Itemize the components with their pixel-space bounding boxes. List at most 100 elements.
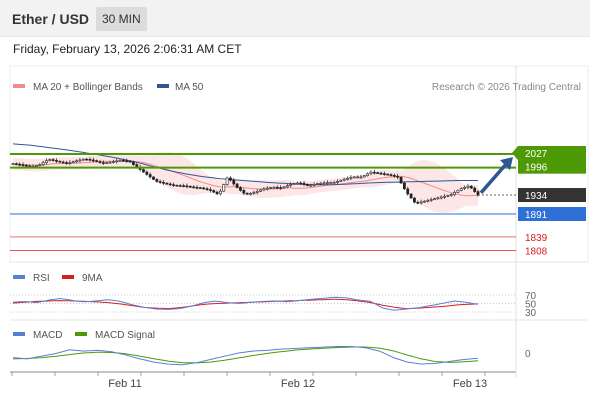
candle-body [352,176,356,179]
candle-body [65,162,68,164]
candle-body [312,183,316,186]
candle-body [101,162,105,164]
candle-body [51,159,55,161]
candle-body [71,161,75,163]
legend-ma20: MA 20 + Bollinger Bands [33,82,143,93]
candle-body [108,161,112,164]
candle-body [429,199,433,201]
candle-body [38,164,42,166]
candle-body [316,183,319,185]
candle-body [192,186,196,189]
candle-body [45,160,48,163]
candle-body [423,200,426,203]
legend-ma50: MA 50 [175,82,204,93]
candle-body [336,181,339,183]
candle-body [85,158,88,161]
candle-body [275,186,279,189]
candle-body [88,158,92,161]
candle-body [292,183,296,185]
candle-body [158,181,162,183]
candle-body [369,171,373,175]
candle-body [459,188,463,191]
candle-body [11,163,15,166]
candle-body [456,189,460,193]
candle-body [18,163,22,166]
candle-body [24,164,28,167]
candle-body [132,161,135,165]
candle-body [416,201,420,204]
candle-body [172,184,175,186]
rsi-ma-line [12,298,479,310]
candle-body [272,186,276,189]
level-label-1808: 1808 [525,247,548,258]
candle-body [98,161,102,163]
candle-body [439,196,443,199]
interval-badge[interactable]: 30 MIN [96,7,147,31]
macd-tick-0: 0 [525,349,531,360]
candle-body [232,179,236,185]
candle-body [91,159,95,162]
candle-body [142,169,145,173]
candle-body [219,190,222,195]
candle-body [392,175,396,177]
macd-signal-line [12,346,479,364]
legend-macd-signal: MACD Signal [95,330,155,341]
candle-body [473,187,477,192]
candle-body [376,172,380,174]
candle-body [165,182,169,185]
candle-body [426,200,430,202]
candle-body [366,173,370,176]
candle-body [386,173,390,176]
candle-body [41,162,45,165]
candle-body [356,176,359,179]
x-axis: Feb 11 Feb 12 Feb 13 [11,372,487,390]
x-tick-label: Feb 12 [281,378,315,390]
candle-body [14,163,18,166]
candle-body [269,187,272,189]
candle-body [399,176,403,184]
candle-body [222,184,226,192]
legend-swatch-macd-signal [75,332,87,336]
candle-body [242,190,246,194]
candle-body [449,194,453,196]
candle-body [403,182,406,190]
forecast-arrow-head [500,157,513,171]
candle-body [372,171,376,174]
candle-body [249,193,252,195]
candle-body [239,187,242,191]
candle-body [111,161,115,163]
level-label-1891: 1891 [525,210,548,221]
candle-body [198,187,202,189]
candle-body [282,186,286,189]
candle-body [433,198,436,200]
candle-body [339,179,343,182]
macd-plot: 0 [12,346,531,366]
candle-body [379,172,383,175]
candle-body [148,174,152,178]
level-box-1891 [518,207,586,221]
candle-body [21,164,25,166]
candle-body [245,192,249,195]
rsi-tick-50: 50 [525,300,537,311]
candle-body [175,184,179,187]
legend-rsi: RSI [33,273,50,284]
candle-body [309,184,313,187]
candle-body [115,160,119,163]
candle-body [68,162,72,164]
candle-body [332,181,336,184]
candle-body [302,182,306,185]
candle-body [346,177,349,180]
candle-body [326,182,329,184]
candle-body [469,185,473,189]
candle-body [322,182,326,185]
candle-body [168,183,172,186]
x-tick-label: Feb 13 [453,378,487,390]
rsi-tick-70: 70 [525,291,537,302]
candle-body [413,197,416,203]
credit-text: Research © 2026 Trading Central [432,82,581,93]
macd-line [12,346,479,366]
candle-body [95,160,99,162]
